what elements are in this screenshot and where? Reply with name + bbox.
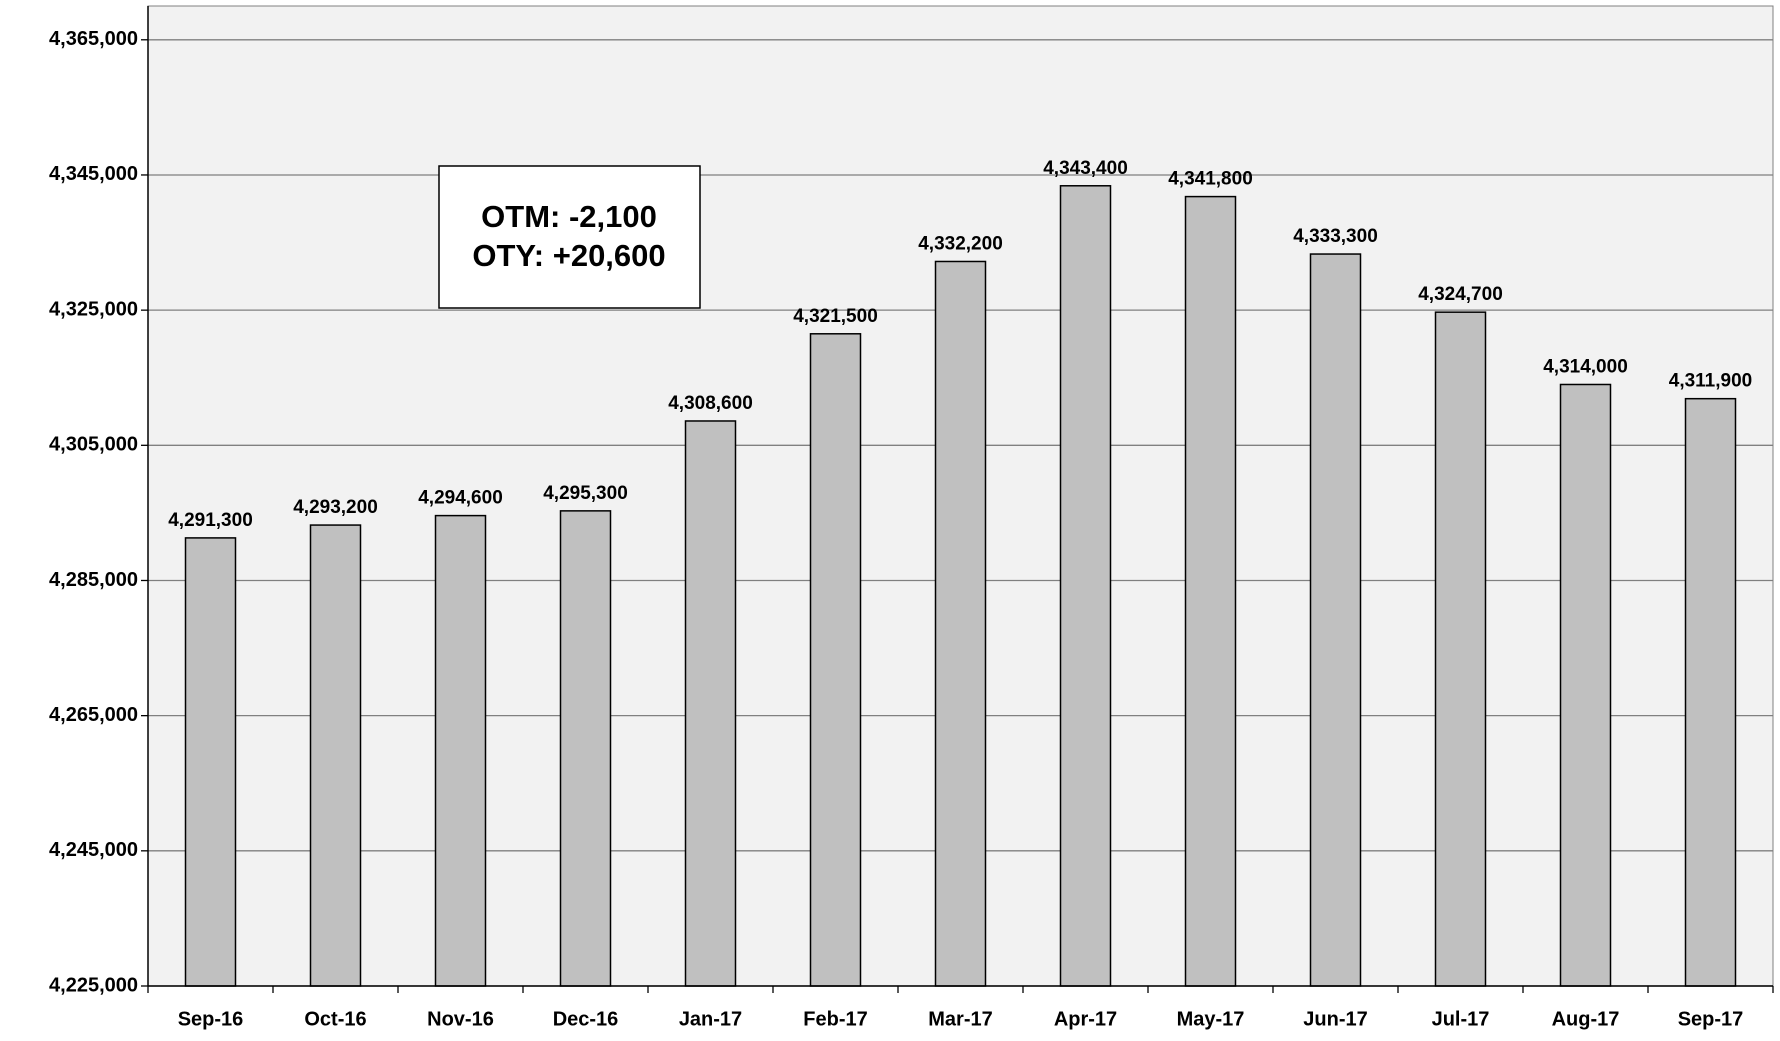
x-tick-label: Dec-16 [553, 1008, 619, 1030]
x-tick-label: Nov-16 [427, 1008, 494, 1030]
data-label: 4,343,400 [1043, 158, 1128, 179]
x-tick-label: Sep-16 [178, 1008, 244, 1030]
bar [1434, 311, 1487, 987]
y-tick-label: 4,305,000 [49, 434, 138, 456]
data-label: 4,311,900 [1669, 371, 1752, 392]
x-tick-label: Mar-17 [928, 1008, 992, 1030]
data-label: 4,333,300 [1293, 226, 1378, 247]
y-tick-label: 4,245,000 [49, 839, 138, 861]
annotation: OTY: +20,600 [472, 238, 665, 273]
annotation-box [438, 165, 701, 309]
data-label: 4,293,200 [293, 497, 378, 518]
x-tick-label: Jan-17 [679, 1008, 742, 1030]
bar [434, 514, 487, 987]
x-tick-label: Aug-17 [1552, 1008, 1620, 1030]
data-label: 4,295,300 [543, 483, 628, 504]
data-label: 4,332,200 [918, 233, 1003, 254]
x-tick-label: Jun-17 [1303, 1008, 1367, 1030]
data-label: 4,308,600 [668, 393, 753, 414]
x-tick-label: May-17 [1177, 1008, 1245, 1030]
data-label: 4,294,600 [418, 488, 503, 509]
y-tick-label: 4,365,000 [49, 28, 138, 50]
bar [1184, 195, 1237, 987]
x-tick-label: Jul-17 [1432, 1008, 1490, 1030]
x-tick-label: Apr-17 [1054, 1008, 1117, 1030]
data-label: 4,341,800 [1168, 169, 1253, 190]
data-label: 4,314,000 [1543, 356, 1628, 377]
bar [934, 260, 987, 987]
y-tick-label: 4,225,000 [49, 974, 138, 996]
bar [809, 333, 862, 987]
marks: 4,225,000 4,245,000 4,265,000 4,285,000 4,30… [49, 6, 1774, 1030]
y-tick-label: 4,285,000 [49, 569, 138, 591]
y-tick-label: 4,265,000 [49, 704, 138, 726]
x-tick-label: Oct-16 [304, 1008, 366, 1030]
bar [1559, 383, 1612, 987]
x-tick-label: Feb-17 [803, 1008, 867, 1030]
y-tick-label: 4,345,000 [49, 163, 138, 185]
data-label: 4,321,500 [793, 306, 878, 327]
y-tick-label: 4,325,000 [49, 298, 138, 320]
bar [184, 537, 237, 987]
bar [1684, 397, 1737, 987]
bar [1309, 253, 1362, 987]
data-label: 4,324,700 [1418, 284, 1503, 305]
bar [684, 420, 737, 987]
bar [309, 524, 362, 987]
bar [1059, 185, 1112, 987]
annotation: OTM: -2,100 [481, 199, 657, 234]
data-label: 4,291,300 [168, 510, 253, 531]
x-tick-label: Sep-17 [1678, 1008, 1744, 1030]
bar [559, 510, 612, 987]
